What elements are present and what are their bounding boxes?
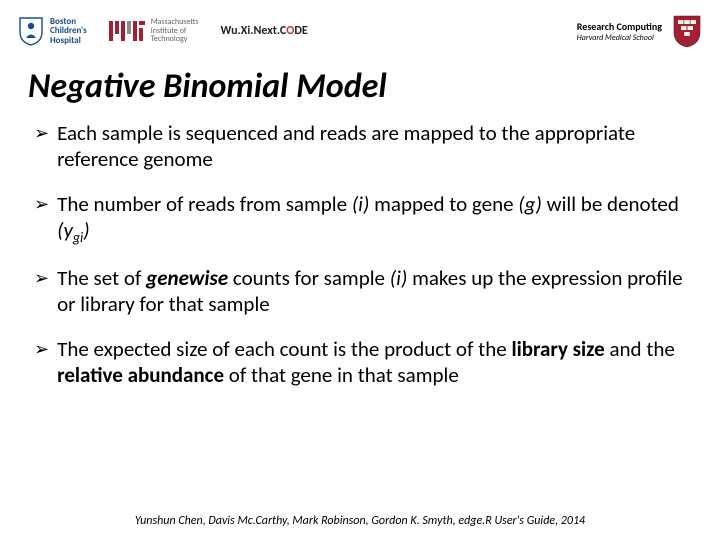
bullet-arrow-icon: ➢ — [34, 121, 49, 172]
harvard-shield-icon — [672, 14, 702, 48]
mit-logo-text: Massachusetts Institute of Technology — [151, 18, 199, 43]
bullet-item: ➢ The expected size of each count is the… — [34, 337, 692, 388]
mit-logo: Massachusetts Institute of Technology — [109, 18, 199, 43]
bullet-arrow-icon: ➢ — [34, 337, 49, 388]
bullet-list: ➢ Each sample is sequenced and reads are… — [0, 121, 720, 389]
bullet-text: The expected size of each count is the p… — [57, 337, 692, 388]
bch-shield-icon — [18, 16, 44, 46]
research-computing-label: Research Computing Harvard Medical Schoo… — [577, 20, 662, 43]
header-logos: Boston Children's Hospital Massachusetts — [0, 0, 720, 56]
bullet-text: The set of genewise counts for sample (i… — [57, 266, 692, 317]
slide-title: Negative Binomial Model — [0, 56, 720, 121]
bullet-arrow-icon: ➢ — [34, 192, 49, 246]
bullet-text: The number of reads from sample (i) mapp… — [57, 192, 692, 246]
bullet-text: Each sample is sequenced and reads are m… — [57, 121, 692, 172]
logos-left-group: Boston Children's Hospital Massachusetts — [18, 16, 308, 46]
bullet-item: ➢ Each sample is sequenced and reads are… — [34, 121, 692, 172]
citation-text: Yunshun Chen, Davis Mc.Carthy, Mark Robi… — [0, 514, 720, 528]
wuxi-logo: Wu.Xi.Next.CODE — [221, 24, 308, 38]
wuxi-logo-text: Wu.Xi.Next.CODE — [221, 24, 308, 38]
bullet-arrow-icon: ➢ — [34, 266, 49, 317]
bch-logo-text: Boston Children's Hospital — [50, 17, 87, 45]
bch-logo: Boston Children's Hospital — [18, 16, 87, 46]
bullet-item: ➢ The number of reads from sample (i) ma… — [34, 192, 692, 246]
header-right-group: Research Computing Harvard Medical Schoo… — [577, 14, 702, 48]
bullet-item: ➢ The set of genewise counts for sample … — [34, 266, 692, 317]
mit-bars-icon — [109, 21, 145, 41]
